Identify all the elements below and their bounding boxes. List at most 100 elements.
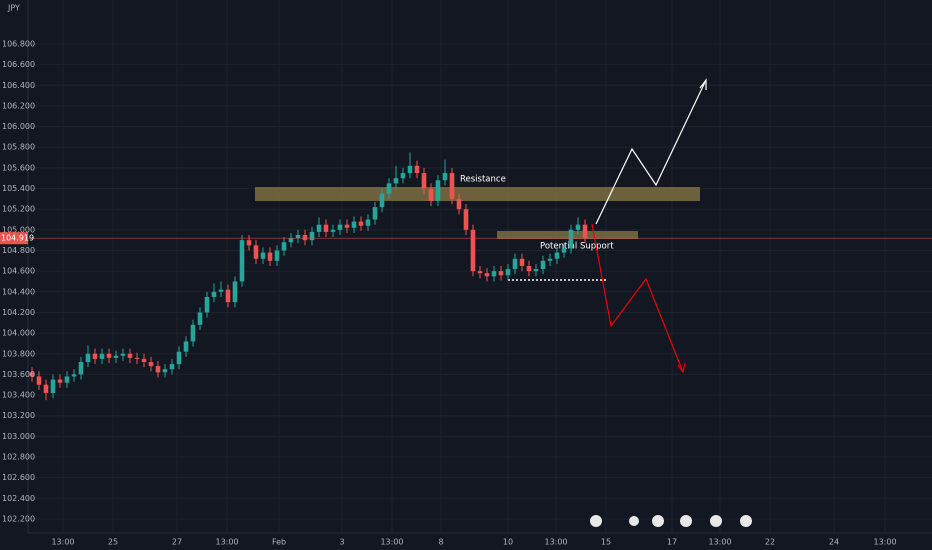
candle-body: [442, 173, 448, 181]
last-price-tag: [0, 232, 28, 245]
candle-body: [281, 242, 287, 251]
candle-body: [190, 324, 196, 342]
y-tick-label: 106.800: [2, 39, 35, 48]
last-price-label: 104.919: [1, 234, 34, 243]
y-tick-label: 102.600: [2, 473, 35, 482]
candle-body: [36, 376, 42, 385]
bear-arrow: [591, 223, 684, 373]
candle-body: [386, 183, 392, 194]
candle-body: [155, 366, 161, 373]
y-tick-label: 102.400: [2, 494, 35, 503]
candle-body: [211, 291, 217, 297]
y-tick-label: 105.400: [2, 184, 35, 193]
candle-body: [526, 265, 532, 272]
candle-body: [498, 271, 504, 276]
y-tick-label: 102.200: [2, 514, 35, 523]
candle-body: [239, 240, 245, 282]
candle-body: [477, 271, 483, 274]
candle-body: [127, 353, 133, 358]
candle-body: [113, 355, 119, 358]
candle-body: [260, 252, 266, 259]
candle-body: [582, 224, 588, 239]
y-tick-label: 103.600: [2, 370, 35, 379]
candle-body: [50, 379, 56, 393]
y-tick-label: 105.000: [2, 225, 35, 234]
candle-body: [554, 252, 560, 259]
candle-body: [365, 219, 371, 226]
candle-body: [246, 240, 252, 246]
y-tick-label: 103.200: [2, 411, 35, 420]
y-tick-label: 106.400: [2, 81, 35, 90]
candle-body: [85, 353, 91, 363]
candle-body: [78, 362, 84, 375]
candle-body: [309, 231, 315, 241]
y-tick-label: 104.000: [2, 329, 35, 338]
y-tick-label: 104.200: [2, 308, 35, 317]
candle-body: [316, 224, 322, 232]
candle-body: [120, 353, 126, 356]
x-tick-label: 13:00: [544, 538, 567, 547]
support-zone: [497, 231, 638, 239]
x-tick-label: 13:00: [215, 538, 238, 547]
bull-arrow: [595, 79, 707, 225]
candle-body: [288, 238, 294, 243]
candle-body: [470, 229, 476, 272]
candle-body: [568, 229, 574, 249]
candle-body: [337, 224, 343, 230]
candle-body: [295, 235, 301, 239]
candle-body: [491, 271, 497, 277]
candle-body: [505, 269, 511, 276]
candle-body: [253, 245, 259, 259]
candles: [29, 152, 588, 401]
candle-body: [400, 173, 406, 179]
y-tick-label: 105.200: [2, 205, 35, 214]
candle-body: [302, 235, 308, 241]
candle-body: [274, 250, 280, 261]
x-tick-label: 13:00: [709, 538, 732, 547]
candle-body: [393, 178, 399, 184]
currency-label: JPY: [7, 4, 20, 13]
support-label: Potential Support: [540, 242, 614, 252]
candle-body: [141, 358, 147, 363]
candle-body: [344, 224, 350, 228]
candle-body: [351, 221, 357, 228]
candle-body: [379, 193, 385, 208]
y-tick-label: 103.800: [2, 349, 35, 358]
candle-body: [99, 353, 105, 359]
x-tick-label: 8: [438, 538, 443, 547]
candle-body: [92, 353, 98, 359]
candle-body: [484, 273, 490, 277]
candle-body: [148, 362, 154, 367]
candle-body: [519, 258, 525, 266]
x-tick-label: 13:00: [380, 538, 403, 547]
x-tick-label: Feb: [272, 538, 286, 547]
candle-body: [463, 209, 469, 230]
y-tick-label: 106.600: [2, 60, 35, 69]
candle-body: [372, 207, 378, 220]
candle-body: [435, 180, 441, 201]
y-tick-label: 103.000: [2, 432, 35, 441]
x-tick-label: 13:00: [51, 538, 74, 547]
x-tick-label: 17: [667, 538, 677, 547]
x-tick-label: 24: [829, 538, 839, 547]
y-tick-label: 102.800: [2, 453, 35, 462]
candle-body: [547, 258, 553, 261]
x-tick-label: 27: [172, 538, 182, 547]
y-tick-label: 105.800: [2, 143, 35, 152]
candle-body: [71, 374, 77, 377]
candle-body: [106, 353, 112, 358]
candle-body: [533, 269, 539, 272]
candle-body: [29, 372, 35, 377]
candle-body: [176, 351, 182, 365]
x-tick-label: 10: [503, 538, 513, 547]
x-tick-label: 13:00: [873, 538, 896, 547]
candle-body: [169, 364, 175, 370]
candle-body: [267, 252, 273, 261]
x-tick-label: 3: [339, 538, 344, 547]
y-tick-label: 104.800: [2, 246, 35, 255]
x-tick-label: 15: [601, 538, 611, 547]
candle-body: [57, 379, 63, 383]
candle-body: [449, 173, 455, 199]
